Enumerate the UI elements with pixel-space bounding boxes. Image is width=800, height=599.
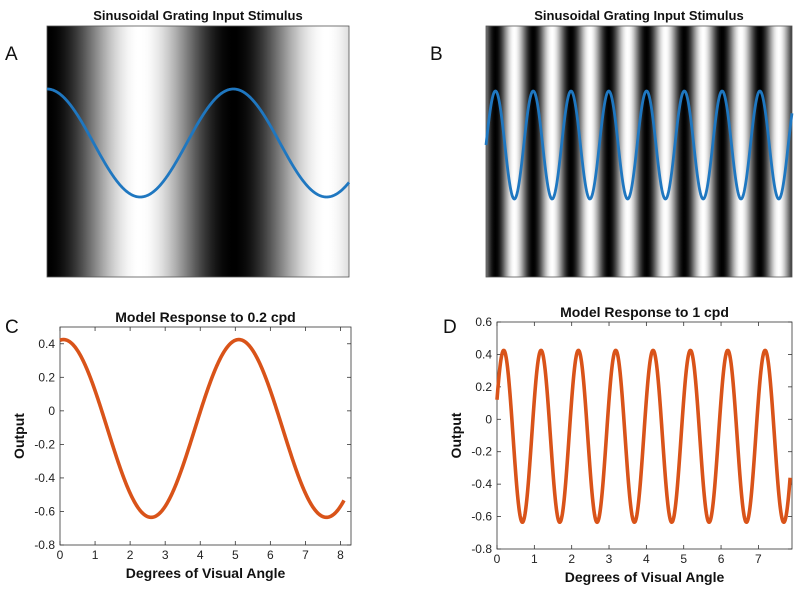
x-tick-label: 0 [494, 552, 501, 566]
x-tick-label: 5 [680, 552, 687, 566]
y-axis-label-D: Output [448, 412, 464, 458]
x-tick-label: 4 [197, 548, 204, 562]
panel-letter-A: A [5, 44, 18, 65]
x-tick-label: 6 [718, 552, 725, 566]
chart-title-B: Sinusoidal Grating Input Stimulus [534, 8, 743, 23]
panel-letter-B: B [430, 44, 443, 65]
grating-image-B [486, 26, 792, 277]
x-tick-label: 2 [568, 552, 575, 566]
y-tick-label: -0.4 [471, 477, 492, 491]
y-tick-label: -0.2 [471, 445, 492, 459]
x-tick-label: 7 [302, 548, 309, 562]
y-tick-label: 0 [485, 412, 492, 426]
x-tick-label: 1 [92, 548, 99, 562]
chart-title-A: Sinusoidal Grating Input Stimulus [93, 8, 302, 23]
response-line-C [58, 337, 346, 520]
grating-profile-line-A [46, 87, 351, 199]
plot-frame-A [46, 25, 350, 278]
y-tick-label: 0.2 [475, 380, 492, 394]
panel-letter-C: C [5, 317, 19, 338]
plot-frame-C [59, 326, 352, 546]
y-tick-label: 0.4 [475, 347, 492, 361]
x-tick-label: 0 [57, 548, 64, 562]
y-tick-label: 0 [48, 404, 55, 418]
x-tick-label: 6 [267, 548, 274, 562]
y-tick-label: -0.4 [34, 471, 55, 485]
y-axis-label-C: Output [11, 413, 27, 459]
x-tick-label: 2 [127, 548, 134, 562]
x-axis-label-C: Degrees of Visual Angle [126, 565, 286, 581]
x-tick-label: 3 [606, 552, 613, 566]
x-tick-label: 1 [531, 552, 538, 566]
x-tick-label: 8 [337, 548, 344, 562]
x-tick-label: 7 [755, 552, 762, 566]
y-tick-label: -0.8 [471, 542, 492, 556]
x-tick-label: 5 [232, 548, 239, 562]
plot-frame-B [485, 25, 793, 278]
x-tick-label: 3 [162, 548, 169, 562]
x-tick-label: 4 [643, 552, 650, 566]
y-tick-label: -0.8 [34, 538, 55, 552]
y-tick-label: 0.2 [38, 370, 55, 384]
response-line-D [495, 348, 792, 525]
y-tick-label: -0.6 [471, 510, 492, 524]
chart-title-D: Model Response to 1 cpd [560, 304, 729, 320]
y-tick-label: 0.4 [38, 337, 55, 351]
grating-profile-line-B [484, 89, 794, 201]
y-tick-label: -0.2 [34, 437, 55, 451]
panel-letter-D: D [443, 317, 457, 338]
y-tick-label: -0.6 [34, 504, 55, 518]
x-axis-label-D: Degrees of Visual Angle [565, 569, 725, 585]
grating-image-A [47, 26, 349, 277]
y-tick-label: 0.6 [475, 315, 492, 329]
chart-title-C: Model Response to 0.2 cpd [115, 309, 295, 325]
